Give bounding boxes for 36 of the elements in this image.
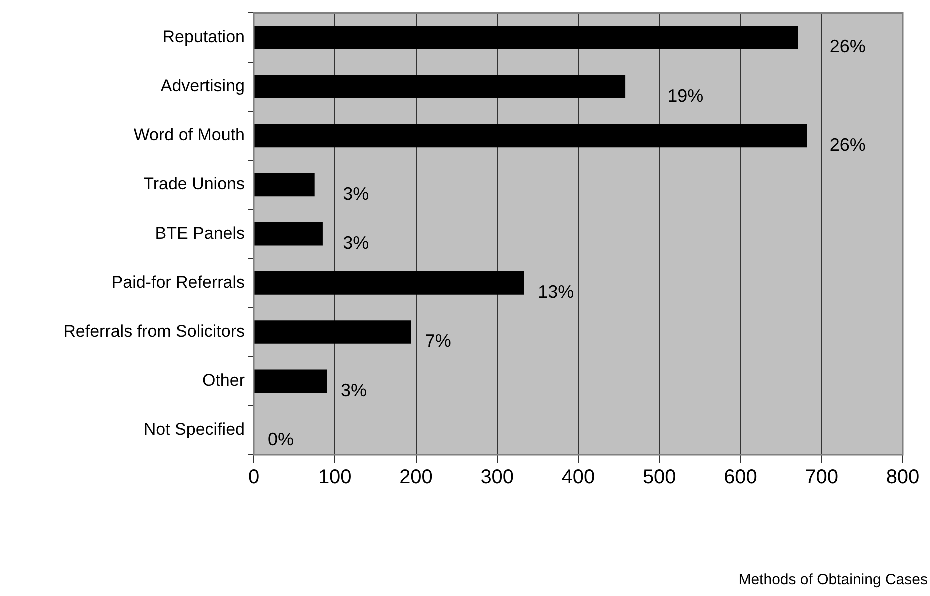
x-tick-label: 400 xyxy=(562,466,596,489)
y-tick-label: Word of Mouth xyxy=(134,126,245,145)
annotation: 26% xyxy=(830,36,866,57)
x-tick-label: 300 xyxy=(480,466,514,489)
annotation: 13% xyxy=(538,282,574,302)
bar xyxy=(254,320,412,344)
annotation: 3% xyxy=(343,184,370,204)
x-tick-label: 100 xyxy=(318,466,352,489)
annotation: 26% xyxy=(830,134,866,155)
x-tick-label: 500 xyxy=(642,466,676,489)
annotation: 7% xyxy=(425,331,452,352)
y-tick-label: Referrals from Solicitors xyxy=(64,322,245,341)
bar xyxy=(254,26,798,50)
bar xyxy=(254,222,323,246)
bar xyxy=(254,370,328,394)
annotation: 19% xyxy=(668,86,704,106)
text: Methods of Obtaining Cases xyxy=(738,572,928,589)
bar xyxy=(254,75,626,98)
annotation: 3% xyxy=(341,380,368,400)
y-tick-label: Trade Unions xyxy=(144,174,245,194)
annotation: 0% xyxy=(268,429,294,450)
x-tick-label: 200 xyxy=(400,466,433,489)
y-tick-label: Advertising xyxy=(160,76,245,96)
bar xyxy=(254,173,315,197)
y-tick-label: Reputation xyxy=(162,27,245,46)
annotation: 3% xyxy=(343,233,370,254)
y-tick-label: BTE Panels xyxy=(155,224,245,243)
x-tick-label: 0 xyxy=(248,466,260,489)
x-tick-label: 800 xyxy=(886,466,920,489)
y-tick-label: Paid-for Referrals xyxy=(112,272,245,292)
y-tick-label: Other xyxy=(202,371,246,390)
y-tick-label: Not Specified xyxy=(144,420,245,440)
x-tick-label: 600 xyxy=(724,466,758,489)
bar xyxy=(254,124,808,148)
bar xyxy=(254,272,524,295)
x-tick-label: 700 xyxy=(805,466,839,489)
